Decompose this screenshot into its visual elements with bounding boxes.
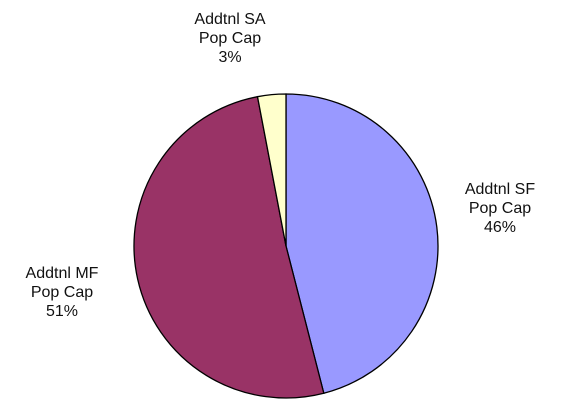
slice-label: Addtnl SF Pop Cap 46% — [452, 180, 548, 237]
pie-slice — [285, 93, 439, 395]
category-label: Addtnl SF Pop Cap — [464, 181, 536, 217]
value-label: 46% — [483, 219, 517, 236]
slice-label: Addtnl MF Pop Cap 51% — [14, 264, 110, 321]
value-label: 51% — [45, 303, 79, 320]
slice-label: Addtnl SA Pop Cap 3% — [182, 10, 278, 67]
pie-slice — [133, 95, 325, 399]
category-label: Addtnl MF Pop Cap — [25, 265, 99, 301]
value-label: 3% — [218, 49, 242, 66]
pie-slice — [256, 93, 287, 247]
category-label: Addtnl SA Pop Cap — [194, 11, 266, 47]
